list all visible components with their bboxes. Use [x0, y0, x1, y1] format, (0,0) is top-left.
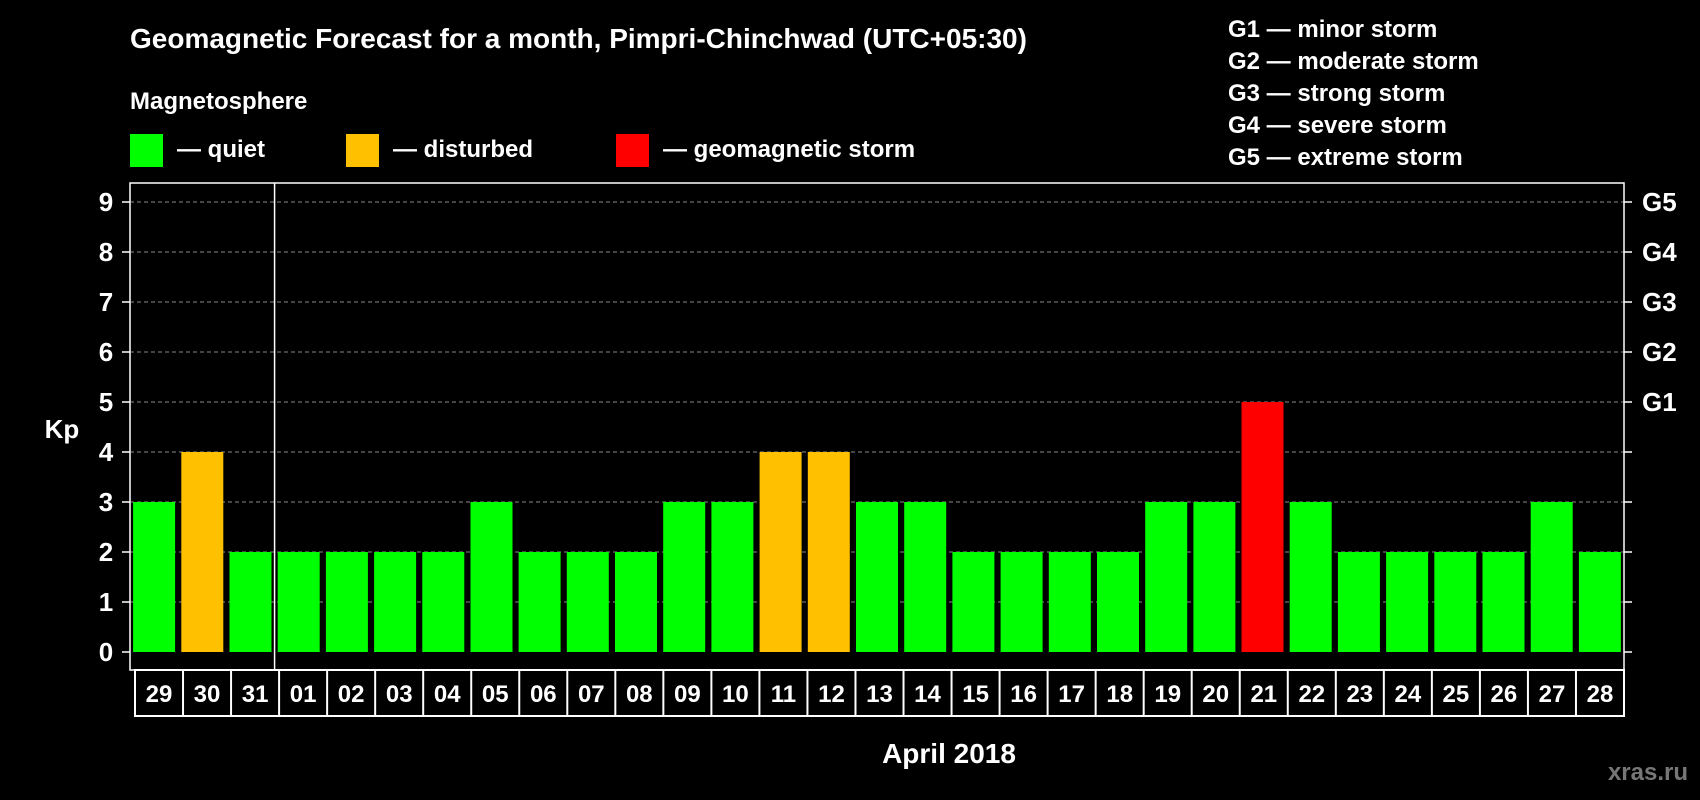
bar-31 [229, 552, 272, 652]
legend-label-disturbed: — disturbed [393, 136, 533, 163]
bar-07 [566, 552, 609, 652]
x-tick-label: 20 [1202, 681, 1229, 708]
bar-15 [952, 552, 995, 652]
bar-16 [1000, 552, 1043, 652]
y-tick-label: 5 [99, 387, 113, 417]
y-tick-label: 2 [99, 537, 113, 567]
x-tick-label: 11 [771, 681, 796, 708]
bar-30 [181, 452, 224, 652]
bar-26 [1482, 552, 1525, 652]
legend: — quiet — disturbed — geomagnetic storm [130, 134, 915, 167]
y-axis-label: Kp [45, 414, 80, 444]
storm-scale-legend: G1 — minor storm G2 — moderate storm G3 — … [1228, 16, 1479, 171]
right-axis-label: G2 [1642, 337, 1677, 367]
y-tick-label: 6 [99, 337, 113, 367]
x-tick-label: 09 [674, 681, 701, 708]
right-axis-label: G4 [1642, 237, 1677, 267]
x-tick-label: 17 [1058, 681, 1085, 708]
x-tick-label: 19 [1154, 681, 1181, 708]
chart-title: Geomagnetic Forecast for a month, Pimpri… [130, 23, 1027, 54]
y-tick-label: 4 [99, 437, 114, 467]
x-tick-label: 02 [338, 681, 365, 708]
y-tick-label: 7 [99, 287, 113, 317]
bar-05 [470, 502, 513, 652]
bar-18 [1097, 552, 1139, 652]
storm-scale-item: G3 — strong storm [1228, 80, 1445, 107]
bar-25 [1434, 552, 1477, 652]
watermark: xras.ru [1608, 759, 1688, 786]
y-tick-label: 3 [99, 487, 113, 517]
right-axis-label: G5 [1642, 187, 1677, 217]
y-tick-label: 9 [99, 187, 113, 217]
y-tick-label: 0 [99, 637, 113, 667]
x-tick-label: 18 [1106, 681, 1133, 708]
x-tick-label: 24 [1395, 681, 1422, 708]
x-tick-label: 07 [578, 681, 605, 708]
legend-label-storm: — geomagnetic storm [663, 136, 915, 163]
bar-12 [807, 452, 850, 652]
x-tick-label: 14 [914, 681, 941, 708]
bar-10 [711, 502, 754, 652]
bar-04 [422, 552, 465, 652]
bar-23 [1337, 552, 1380, 652]
x-tick-label: 01 [290, 681, 317, 708]
bar-19 [1145, 502, 1188, 652]
magnetosphere-heading: Magnetosphere [130, 88, 307, 115]
x-tick-label: 08 [626, 681, 653, 708]
x-tick-label: 16 [1010, 681, 1037, 708]
x-tick-label: 29 [146, 681, 173, 708]
x-tick-label: 03 [386, 681, 413, 708]
x-tick-label: 05 [482, 681, 509, 708]
bar-08 [615, 552, 657, 652]
storm-scale-item: G1 — minor storm [1228, 16, 1437, 43]
legend-label-quiet: — quiet [177, 136, 265, 163]
bar-11 [759, 452, 802, 652]
x-tick-label: 21 [1250, 681, 1277, 708]
x-tick-label: 06 [530, 681, 557, 708]
right-axis-label: G3 [1642, 287, 1677, 317]
right-axis-label: G1 [1642, 387, 1677, 417]
x-tick-label: 22 [1298, 681, 1325, 708]
x-tick-label: 26 [1491, 681, 1518, 708]
x-tick-label: 10 [722, 681, 749, 708]
x-tick-label: 15 [962, 681, 989, 708]
x-tick-label: 25 [1443, 681, 1470, 708]
x-tick-label: 28 [1587, 681, 1614, 708]
storm-scale-item: G5 — extreme storm [1228, 144, 1463, 171]
bar-13 [856, 502, 898, 652]
bar-28 [1578, 552, 1621, 652]
bar-20 [1193, 502, 1236, 652]
bar-21 [1241, 402, 1284, 652]
bar-03 [374, 552, 417, 652]
x-tick-label: 12 [818, 681, 845, 708]
bar-09 [663, 502, 706, 652]
legend-swatch-quiet [130, 134, 163, 167]
bar-06 [518, 552, 561, 652]
x-axis-label: April 2018 [882, 738, 1016, 769]
x-tick-label: 31 [242, 681, 269, 708]
bar-14 [904, 502, 947, 652]
x-tick-label: 04 [434, 681, 461, 708]
storm-scale-item: G4 — severe storm [1228, 112, 1447, 139]
bar-17 [1048, 552, 1091, 652]
bar-24 [1386, 552, 1429, 652]
legend-swatch-disturbed [346, 134, 379, 167]
x-tick-label: 27 [1539, 681, 1566, 708]
bar-29 [133, 502, 176, 652]
storm-scale-item: G2 — moderate storm [1228, 48, 1479, 75]
legend-swatch-storm [616, 134, 649, 167]
day-axis-frame [134, 669, 1625, 717]
x-tick-label: 13 [866, 681, 893, 708]
bar-22 [1289, 502, 1332, 652]
bar-27 [1530, 502, 1573, 652]
y-tick-label: 1 [99, 587, 113, 617]
x-tick-label: 23 [1346, 681, 1373, 708]
bar-02 [325, 552, 368, 652]
x-tick-label: 30 [194, 681, 221, 708]
bar-01 [277, 552, 320, 652]
y-tick-label: 8 [99, 237, 113, 267]
